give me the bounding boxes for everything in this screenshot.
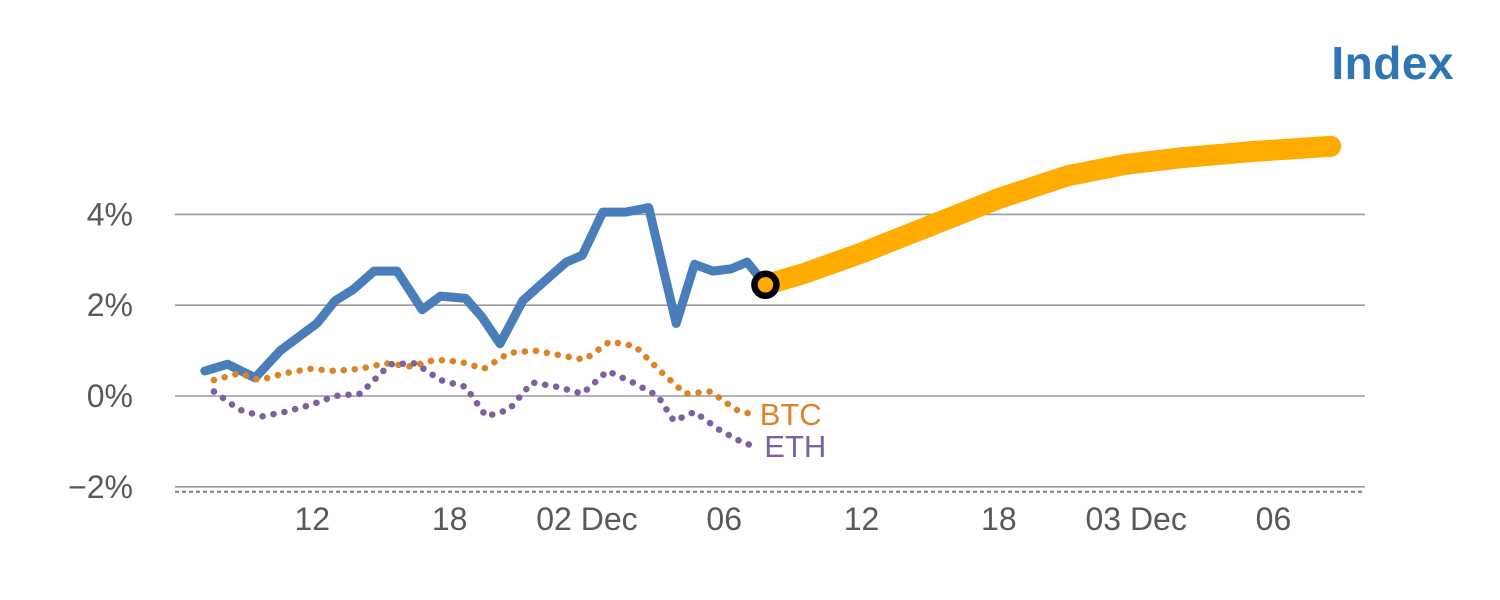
current-point-marker [751,270,780,300]
y-tick-label: 2% [87,287,133,323]
x-tick-label: 03 Dec [1085,501,1186,537]
y-tick-label: −2% [68,469,133,505]
x-tick-label: 06 [1256,501,1292,537]
ETH-line [210,360,760,450]
chart-title: Index [1331,37,1454,89]
x-tick-label: 02 Dec [536,501,637,537]
x-tick-label: 12 [844,501,880,537]
y-tick-label: 4% [87,196,133,232]
x-tick-label: 18 [981,501,1017,537]
x-tick-label: 06 [706,501,742,537]
index-forecast-line [754,135,1342,296]
index-line [200,203,770,383]
ETH-label: ETH [764,429,826,464]
y-tick-label: 0% [87,378,133,414]
x-tick-label: 12 [295,501,331,537]
x-tick-label: 18 [432,501,468,537]
BTC-line [210,338,755,418]
BTC-label: BTC [760,397,822,432]
